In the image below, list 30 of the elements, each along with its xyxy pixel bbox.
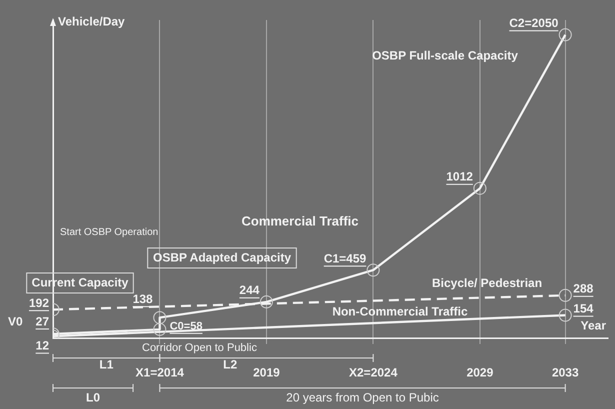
y-axis-title: Vehicle/Day [58,14,126,28]
x-tick-label: 2029 [466,366,494,380]
x-tick-label: 2033 [552,366,579,380]
data-label: 1012 [446,170,474,184]
data-label: 244 [239,283,260,298]
x-tick-label: 2019 [253,366,280,380]
data-label: 12 [36,338,50,353]
annotation: OSBP Full-scale Capacity [372,48,518,62]
text: L0 [86,390,100,404]
text: 20 years from Open to Pubic [286,390,439,404]
data-label: 138 [132,292,154,306]
text: L1 [99,357,114,372]
data-label: 288 [573,282,594,296]
x-tick-label: X2=2024 [348,366,398,380]
data-label: 154 [573,302,594,316]
text: Corridor Open to Public [142,342,258,354]
series-label: Non-Commercial Traffic [332,304,468,318]
series-label: Bicycle/ Pedestrian [432,276,542,290]
x-tick-label: X1=2014 [136,366,184,380]
data-label: 192 [28,296,50,310]
data-label: C2=2050 [509,16,559,30]
data-label: 27 [36,314,50,328]
text: L2 [223,357,238,372]
annotation: Start OSBP Operation [60,226,158,238]
annotation: OSBP Adapted Capacity [152,250,292,264]
data-label: C0=58 [170,320,202,332]
x-axis-title: Year [580,318,606,332]
text: Commercial Traffic [241,213,359,228]
text: V0 [8,314,24,328]
data-label: C1=459 [324,251,367,266]
